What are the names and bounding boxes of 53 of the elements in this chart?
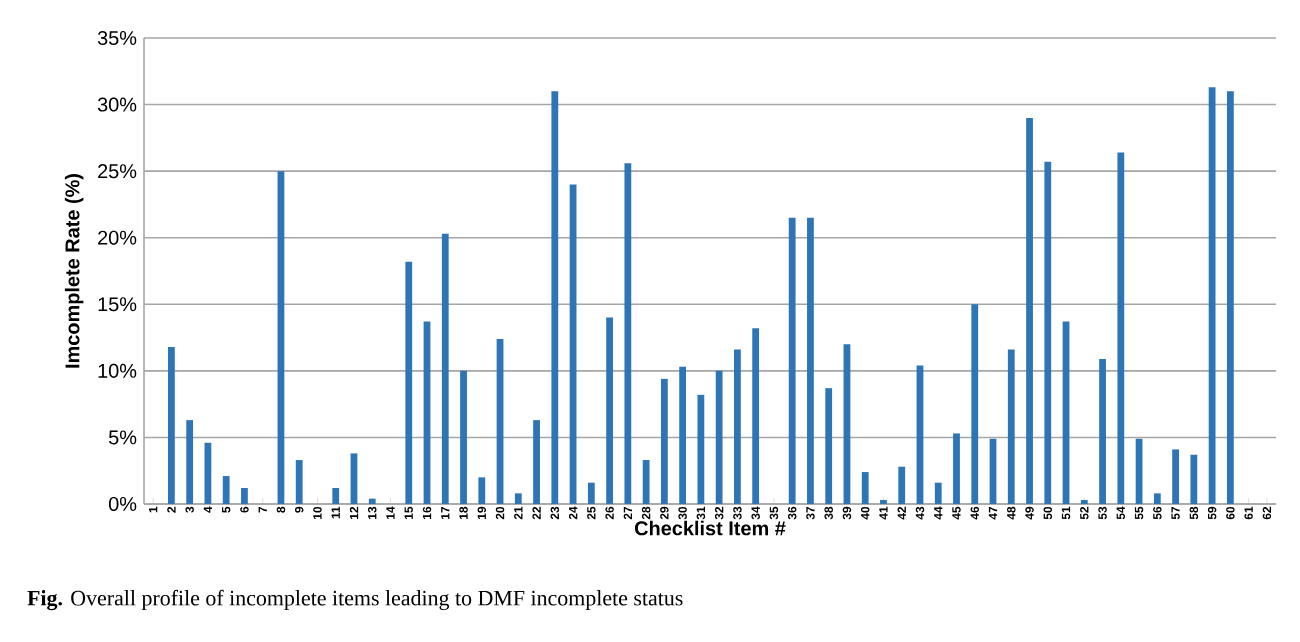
bar: [971, 304, 979, 504]
bar: [752, 328, 760, 504]
bar: [332, 488, 340, 504]
bar: [1044, 161, 1052, 504]
bar: [807, 217, 814, 504]
bar: [441, 233, 449, 504]
bar: [898, 466, 906, 504]
bar: [1099, 358, 1106, 504]
y-tick-label: 25%: [98, 164, 137, 179]
bar: [514, 493, 522, 504]
bar: [715, 370, 723, 504]
bar: [460, 370, 467, 504]
bar: [624, 163, 632, 504]
bar: [1226, 91, 1234, 504]
bar: [642, 460, 650, 504]
bar: [1190, 454, 1198, 504]
bar: [697, 394, 705, 504]
text: Fig. Overall profile of incomplete items leading to DMF incomplete status: [27, 589, 683, 611]
bar: [587, 482, 595, 504]
bar: [825, 388, 833, 504]
bar: [953, 433, 960, 504]
bar: [1117, 152, 1125, 504]
bar: [734, 349, 741, 504]
y-tick-label: 10%: [98, 363, 137, 378]
bar: [660, 378, 668, 504]
y-tick-label: 20%: [98, 230, 137, 245]
y-tick-label: 30%: [97, 97, 137, 112]
bar: [222, 476, 230, 504]
bar: [1172, 449, 1179, 504]
bar: [1153, 493, 1161, 504]
bar: [1026, 117, 1033, 504]
bar: [606, 317, 613, 504]
y-tick-label: 5%: [108, 430, 137, 445]
bar: [533, 420, 540, 504]
y-tick-label: 15%: [98, 297, 137, 312]
y-tick-label: 0%: [108, 496, 137, 512]
bar: [1208, 87, 1216, 504]
bar: [1007, 349, 1015, 504]
bar: [551, 91, 559, 504]
bar: [241, 488, 248, 504]
bar: [788, 217, 796, 504]
bar: [861, 472, 869, 504]
bar: [934, 482, 942, 504]
bar: [186, 420, 194, 504]
bar: [679, 366, 687, 504]
bar: [478, 477, 486, 504]
bar: [167, 346, 175, 504]
y-axis-title: Imcomplete Rate (%): [64, 174, 84, 368]
x-axis-title: Checklist Item #: [634, 520, 786, 536]
bar: [368, 498, 376, 504]
bar: [295, 460, 303, 504]
bar: [405, 261, 413, 504]
y-tick-label: 35%: [97, 30, 137, 46]
